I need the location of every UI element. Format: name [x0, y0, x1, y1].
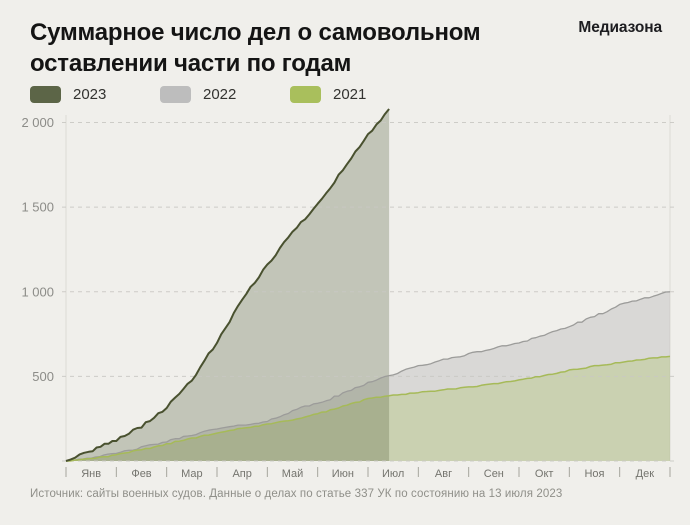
x-tick-label-Авг: Авг [435, 468, 452, 480]
legend-item-2021: 2021 [290, 86, 420, 103]
legend-item-2022: 2022 [160, 86, 290, 103]
header: Суммарное число дел о самовольном оставл… [30, 17, 660, 79]
legend-swatch-2021 [290, 86, 321, 103]
x-tick-label-Июн: Июн [332, 468, 354, 480]
legend-swatch-2023 [30, 86, 61, 103]
series-area-2022 [66, 291, 670, 461]
legend-label-2021: 2021 [333, 86, 367, 103]
legend: 2023 2022 2021 [30, 86, 420, 103]
x-tick-label-Дек: Дек [636, 468, 655, 480]
x-tick-label-Фев: Фев [131, 468, 151, 480]
series-area-2021 [66, 356, 670, 461]
y-tick-label-1000: 1 000 [21, 284, 54, 299]
x-tick-label-Май: Май [282, 468, 304, 480]
series-area-2023 [66, 109, 390, 461]
legend-label-2023: 2023 [73, 86, 107, 103]
source-note: Источник: сайты военных судов. Данные о … [30, 488, 563, 500]
chart-title: Суммарное число дел о самовольном оставл… [30, 19, 481, 77]
series-line-2021 [66, 355, 671, 462]
x-tick-label-Июл: Июл [382, 468, 404, 480]
x-tick-label-Апр: Апр [232, 468, 251, 480]
y-tick-label-2000: 2 000 [21, 115, 54, 130]
series-line-2023 [65, 108, 390, 462]
x-tick-label-Ноя: Ноя [584, 468, 604, 480]
x-tick-label-Мар: Мар [181, 468, 203, 480]
x-tick-label-Янв: Янв [81, 468, 101, 480]
x-tick-label-Сен: Сен [484, 468, 504, 480]
legend-label-2022: 2022 [203, 86, 237, 103]
x-tick-label-Окт: Окт [535, 468, 554, 480]
y-tick-label-500: 500 [32, 369, 54, 384]
brand-logo: Медиазона [578, 19, 662, 36]
legend-item-2023: 2023 [30, 86, 160, 103]
y-tick-label-1500: 1 500 [21, 200, 54, 215]
series-line-2022 [65, 291, 671, 462]
legend-swatch-2022 [160, 86, 191, 103]
